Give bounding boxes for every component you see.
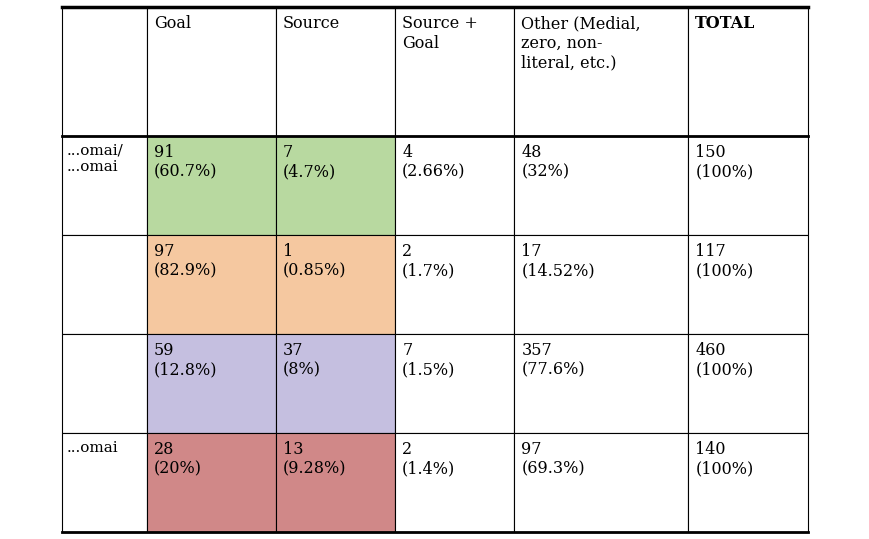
Text: 7
(4.7%): 7 (4.7%) [282, 144, 335, 181]
Bar [514, 235, 687, 334]
Text: 13
(9.28%): 13 (9.28%) [282, 441, 346, 478]
Bar [63, 7, 147, 136]
Bar [514, 7, 687, 136]
Text: 7
(1.5%): 7 (1.5%) [401, 342, 455, 378]
Bar [687, 235, 806, 334]
Bar [514, 433, 687, 532]
Text: 1
(0.85%): 1 (0.85%) [282, 243, 346, 279]
Text: 59
(12.8%): 59 (12.8%) [154, 342, 217, 378]
Text: Goal: Goal [154, 15, 190, 32]
Bar [687, 334, 806, 433]
Bar [514, 334, 687, 433]
Bar [147, 7, 275, 136]
Bar [275, 136, 395, 235]
Text: 140
(100%): 140 (100%) [694, 441, 753, 478]
Bar [687, 433, 806, 532]
Text: Other (Medial,
zero, non-
literal, etc.): Other (Medial, zero, non- literal, etc.) [521, 15, 640, 71]
Text: 28
(20%): 28 (20%) [154, 441, 202, 478]
Text: 150
(100%): 150 (100%) [694, 144, 753, 181]
Bar [395, 7, 514, 136]
Text: 97
(82.9%): 97 (82.9%) [154, 243, 217, 279]
Bar [687, 7, 806, 136]
Bar [147, 136, 275, 235]
Bar [147, 235, 275, 334]
Text: 2
(1.4%): 2 (1.4%) [401, 441, 455, 478]
Bar [63, 334, 147, 433]
Text: 17
(14.52%): 17 (14.52%) [521, 243, 594, 279]
Bar [275, 235, 395, 334]
Bar [63, 433, 147, 532]
Bar [395, 433, 514, 532]
Bar [147, 334, 275, 433]
Bar [63, 235, 147, 334]
Text: TOTAL: TOTAL [694, 15, 755, 32]
Text: 97
(69.3%): 97 (69.3%) [521, 441, 584, 478]
Text: 2
(1.7%): 2 (1.7%) [401, 243, 455, 279]
Text: Source +
Goal: Source + Goal [401, 15, 478, 52]
Text: 460
(100%): 460 (100%) [694, 342, 753, 378]
Text: ...omai: ...omai [66, 441, 118, 455]
Text: 37
(8%): 37 (8%) [282, 342, 321, 378]
Text: 117
(100%): 117 (100%) [694, 243, 753, 279]
Text: 357
(77.6%): 357 (77.6%) [521, 342, 584, 378]
Bar [275, 433, 395, 532]
Bar [63, 136, 147, 235]
Text: Source: Source [282, 15, 340, 32]
Bar [395, 334, 514, 433]
Bar [275, 7, 395, 136]
Text: 48
(32%): 48 (32%) [521, 144, 569, 181]
Bar [687, 136, 806, 235]
Text: 4
(2.66%): 4 (2.66%) [401, 144, 465, 181]
Bar [275, 334, 395, 433]
Bar [395, 235, 514, 334]
Text: ...omai/
...omai: ...omai/ ...omai [66, 144, 123, 174]
Bar [395, 136, 514, 235]
Bar [147, 433, 275, 532]
Text: 91
(60.7%): 91 (60.7%) [154, 144, 217, 181]
Bar [514, 136, 687, 235]
